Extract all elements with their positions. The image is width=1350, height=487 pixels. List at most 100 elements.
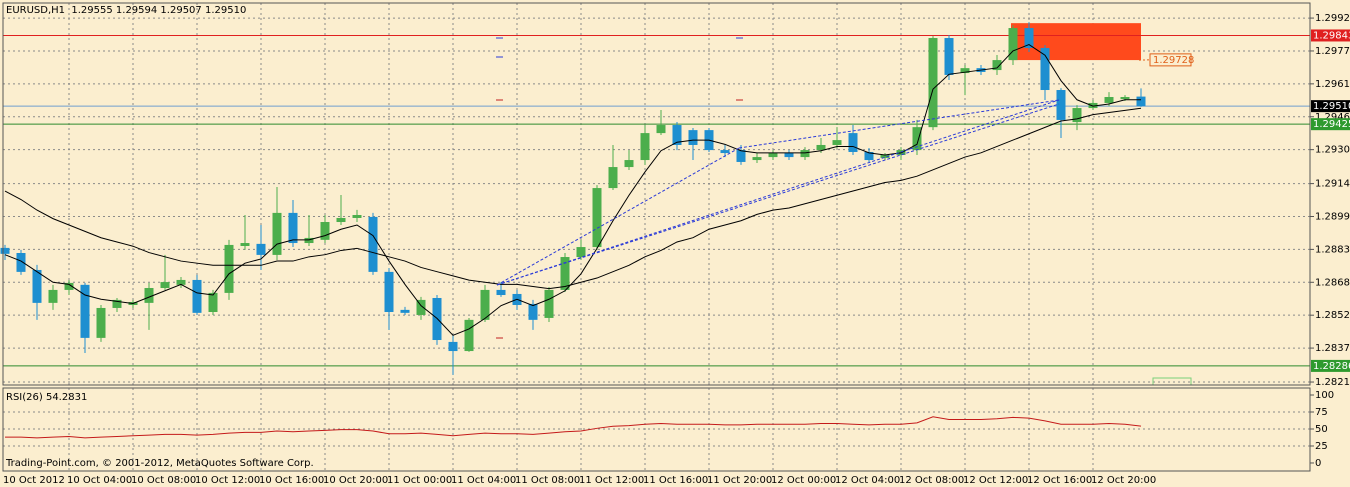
candle-body bbox=[672, 125, 682, 145]
candle-body bbox=[352, 215, 362, 218]
candle-body bbox=[592, 188, 602, 248]
x-tick-label: 12 Oct 00:00 bbox=[771, 475, 836, 486]
rsi-line bbox=[5, 416, 1142, 439]
y-tick-label: 1.29925 bbox=[1315, 13, 1350, 24]
copyright: Trading-Point.com, © 2001-2012, MetaQuot… bbox=[5, 458, 314, 469]
x-tick-label: 12 Oct 20:00 bbox=[1091, 475, 1156, 486]
candle-body bbox=[1120, 97, 1130, 100]
candle-body bbox=[800, 150, 810, 158]
x-tick-label: 10 Oct 20:00 bbox=[323, 475, 388, 486]
x-tick-label: 10 Oct 16:00 bbox=[259, 475, 324, 486]
y-tick-label: 1.29145 bbox=[1315, 179, 1350, 190]
x-tick-label: 10 Oct 12:00 bbox=[195, 475, 260, 486]
candle-body bbox=[464, 319, 474, 352]
candle-body bbox=[544, 289, 554, 318]
candle-body bbox=[496, 289, 506, 296]
x-tick-label: 11 Oct 16:00 bbox=[643, 475, 708, 486]
candle-body bbox=[80, 284, 90, 338]
candle-body bbox=[816, 144, 826, 151]
y2-tick-label: 75 bbox=[1315, 407, 1328, 418]
candle-body bbox=[32, 269, 42, 303]
candle-body bbox=[576, 247, 586, 258]
candle-body bbox=[688, 130, 698, 145]
y-tick-label: 1.29305 bbox=[1315, 145, 1350, 156]
marks bbox=[0, 22, 1310, 439]
moving-average bbox=[4, 107, 1142, 290]
candle-body bbox=[1008, 28, 1018, 61]
candle-body bbox=[48, 289, 58, 303]
x-tick-label: 12 Oct 04:00 bbox=[835, 475, 900, 486]
candle-body bbox=[1056, 90, 1066, 120]
rsi-label: RSI(26) 54.2831 bbox=[6, 392, 87, 403]
candle-body bbox=[1136, 96, 1146, 107]
candle-body bbox=[912, 127, 922, 151]
level-tag bbox=[1311, 359, 1350, 372]
y-tick-label: 1.29460 bbox=[1315, 112, 1350, 123]
candle-body bbox=[736, 150, 746, 162]
y-tick-label: 1.28680 bbox=[1315, 277, 1350, 288]
candle-body bbox=[320, 222, 330, 240]
candle-body bbox=[144, 288, 154, 303]
candle-body bbox=[64, 282, 74, 290]
y-tick-label: 1.28525 bbox=[1315, 310, 1350, 321]
candle-body bbox=[240, 243, 250, 246]
candle-body bbox=[944, 38, 954, 75]
candle-body bbox=[768, 153, 778, 158]
level-label: 1.29510 bbox=[1313, 101, 1350, 112]
candle-body bbox=[0, 247, 10, 254]
y-tick-label: 1.28990 bbox=[1315, 211, 1350, 222]
candle-body bbox=[448, 341, 458, 352]
x-tick-label: 12 Oct 12:00 bbox=[963, 475, 1028, 486]
candle-body bbox=[528, 303, 538, 320]
candle-body bbox=[368, 216, 378, 272]
candle-body bbox=[112, 299, 122, 308]
candle-body bbox=[848, 133, 858, 152]
candle-body bbox=[1040, 47, 1050, 91]
y-tick-label: 1.28370 bbox=[1315, 343, 1350, 354]
candle-body bbox=[864, 151, 874, 161]
x-tick-label: 12 Oct 16:00 bbox=[1027, 475, 1092, 486]
candle-body bbox=[336, 217, 346, 223]
candle-body bbox=[832, 140, 842, 145]
candle-body bbox=[96, 307, 106, 338]
candle-body bbox=[288, 212, 298, 244]
candle-body bbox=[160, 282, 170, 289]
x-tick-label: 11 Oct 04:00 bbox=[451, 475, 516, 486]
candle-body bbox=[272, 212, 282, 255]
y-tick-label: 1.29615 bbox=[1315, 79, 1350, 90]
x-tick-label: 12 Oct 08:00 bbox=[899, 475, 964, 486]
grid bbox=[3, 3, 1310, 471]
candle-body bbox=[208, 292, 218, 312]
candle-body bbox=[192, 279, 202, 313]
y2-tick-label: 0 bbox=[1315, 458, 1321, 469]
x-tick-label: 11 Oct 20:00 bbox=[707, 475, 772, 486]
candle-body bbox=[640, 133, 650, 161]
candle-body bbox=[176, 279, 186, 285]
x-tick-label: 10 Oct 2012 bbox=[3, 475, 65, 486]
moving-average bbox=[4, 44, 1141, 336]
candle-body bbox=[656, 125, 666, 134]
candle-body bbox=[224, 244, 234, 293]
candle-body bbox=[992, 60, 1002, 71]
x-tick-label: 11 Oct 12:00 bbox=[579, 475, 644, 486]
candle-body bbox=[400, 309, 410, 313]
candle-body bbox=[960, 68, 970, 74]
price-label-box bbox=[1149, 53, 1192, 67]
price-label: 1.29728 bbox=[1153, 55, 1194, 66]
candle-body bbox=[304, 237, 314, 244]
trendline bbox=[496, 147, 740, 286]
candle-body bbox=[256, 243, 266, 255]
rsi-pane-border bbox=[2, 387, 1311, 472]
level-tag bbox=[1311, 29, 1350, 42]
chart-title: EURUSD,H1 1.29555 1.29594 1.29507 1.2951… bbox=[6, 5, 246, 16]
candle-body bbox=[560, 257, 570, 290]
level-tag bbox=[1311, 100, 1350, 113]
y-tick-label: 1.28210 bbox=[1315, 377, 1350, 388]
candle-body bbox=[1024, 28, 1034, 48]
candle-body bbox=[720, 150, 730, 154]
price-pane-border bbox=[2, 2, 1311, 386]
candle-body bbox=[416, 299, 426, 315]
x-tick-label: 10 Oct 04:00 bbox=[67, 475, 132, 486]
